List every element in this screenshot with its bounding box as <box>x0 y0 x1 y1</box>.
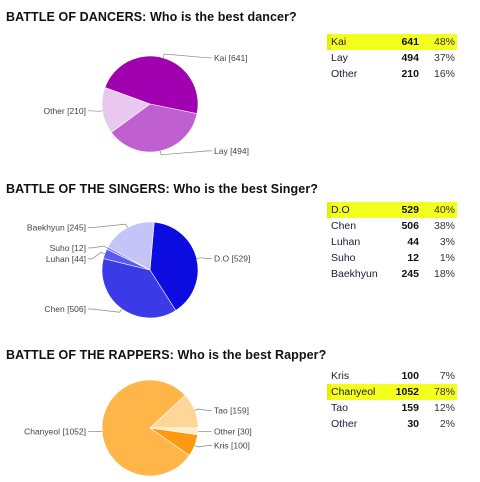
rappers-callout-line <box>195 409 212 411</box>
singers-row-name: Chen <box>327 218 385 234</box>
singers-row-value: 529 <box>385 202 419 218</box>
rappers-row-name: Other <box>327 416 385 432</box>
singers-row-luhan: Luhan 44 3% <box>327 234 457 250</box>
rappers-row-name: Tao <box>327 400 385 416</box>
singers-slice-label: Luhan [44] <box>46 254 86 264</box>
rappers-slice-label: Tao [159] <box>214 406 249 416</box>
rappers-row-percent: 7% <box>419 368 457 384</box>
rappers-row-chanyeol: Chanyeol 1052 78% <box>327 384 457 400</box>
dancers-row-value: 210 <box>385 66 419 82</box>
singers-row-percent: 38% <box>419 218 457 234</box>
singers-slice-label: Suho [12] <box>50 243 86 253</box>
singers-callout-line <box>88 309 122 312</box>
rappers-title: BATTLE OF THE RAPPERS: Who is the best R… <box>6 348 326 362</box>
dancers-section: BATTLE OF DANCERS: Who is the best dance… <box>0 10 480 160</box>
dancers-callout-line <box>160 151 212 155</box>
rappers-row-value: 1052 <box>385 384 419 400</box>
rappers-row-percent: 78% <box>419 384 457 400</box>
dancers-row-name: Kai <box>327 34 385 50</box>
rappers-pie-chart: Kris [100] Chanyeol [1052] Tao [159] Other … <box>0 362 330 482</box>
rappers-slice-label: Kris [100] <box>214 441 250 451</box>
rappers-row-other: Other 30 2% <box>327 416 457 432</box>
singers-row-chen: Chen 506 38% <box>327 218 457 234</box>
singers-row-percent: 18% <box>419 266 457 282</box>
singers-row-name: Suho <box>327 250 385 266</box>
dancers-row-lay: Lay 494 37% <box>327 50 457 66</box>
dancers-slice-label: Lay [494] <box>214 146 249 156</box>
rappers-callout-line <box>195 446 212 448</box>
rappers-row-name: Chanyeol <box>327 384 385 400</box>
rappers-slice-label: Other [30] <box>214 426 252 436</box>
rappers-row-value: 30 <box>385 416 419 432</box>
rappers-table: Kris 100 7% Chanyeol 1052 78% Tao 159 12… <box>327 368 457 432</box>
singers-row-name: D.O <box>327 202 385 218</box>
singers-title: BATTLE OF THE SINGERS: Who is the best S… <box>6 182 318 196</box>
rappers-row-value: 100 <box>385 368 419 384</box>
singers-callout-line <box>88 246 107 248</box>
singers-callout-line <box>88 252 105 259</box>
singers-row-value: 245 <box>385 266 419 282</box>
rappers-row-value: 159 <box>385 400 419 416</box>
singers-row-do: D.O 529 40% <box>327 202 457 218</box>
singers-pie-chart: D.O [529] Chen [506] Luhan [44]Suho [12] Ba… <box>0 196 330 336</box>
dancers-row-name: Lay <box>327 50 385 66</box>
dancers-row-kai: Kai 641 48% <box>327 34 457 50</box>
singers-table: D.O 529 40% Chen 506 38% Luhan 44 3% Suh… <box>327 202 457 282</box>
dancers-slice-label: Other [210] <box>43 106 86 116</box>
singers-row-baekhyun: Baekhyun 245 18% <box>327 266 457 282</box>
singers-row-percent: 1% <box>419 250 457 266</box>
singers-row-name: Luhan <box>327 234 385 250</box>
singers-row-percent: 3% <box>419 234 457 250</box>
singers-slice-label: Baekhyun [245] <box>27 223 86 233</box>
singers-row-value: 44 <box>385 234 419 250</box>
rappers-row-name: Kris <box>327 368 385 384</box>
dancers-title: BATTLE OF DANCERS: Who is the best dance… <box>6 10 297 24</box>
dancers-row-percent: 16% <box>419 66 457 82</box>
dancers-row-other: Other 210 16% <box>327 66 457 82</box>
singers-row-suho: Suho 12 1% <box>327 250 457 266</box>
singers-row-name: Baekhyun <box>327 266 385 282</box>
dancers-table: Kai 641 48% Lay 494 37% Other 210 16% <box>327 34 457 82</box>
dancers-row-value: 494 <box>385 50 419 66</box>
rappers-section: BATTLE OF THE RAPPERS: Who is the best R… <box>0 348 480 478</box>
dancers-callout-line <box>163 54 212 58</box>
dancers-pie-chart: Kai [641] Lay [494] Other [210] <box>0 24 330 164</box>
dancers-slice-label: Kai [641] <box>214 53 248 63</box>
singers-slice-label: D.O [529] <box>214 254 250 264</box>
rappers-row-percent: 12% <box>419 400 457 416</box>
dancers-row-value: 641 <box>385 34 419 50</box>
rappers-slice-label: Chanyeol [1052] <box>24 426 86 436</box>
singers-row-percent: 40% <box>419 202 457 218</box>
singers-row-value: 506 <box>385 218 419 234</box>
dancers-callout-line <box>88 111 103 112</box>
singers-callout-line <box>88 224 128 228</box>
dancers-row-name: Other <box>327 66 385 82</box>
singers-row-value: 12 <box>385 250 419 266</box>
singers-slice-label: Chen [506] <box>44 304 86 314</box>
rappers-row-kris: Kris 100 7% <box>327 368 457 384</box>
dancers-row-percent: 37% <box>419 50 457 66</box>
dancers-row-percent: 48% <box>419 34 457 50</box>
rappers-row-percent: 2% <box>419 416 457 432</box>
rappers-row-tao: Tao 159 12% <box>327 400 457 416</box>
singers-callout-line <box>197 258 212 259</box>
singers-section: BATTLE OF THE SINGERS: Who is the best S… <box>0 182 480 332</box>
